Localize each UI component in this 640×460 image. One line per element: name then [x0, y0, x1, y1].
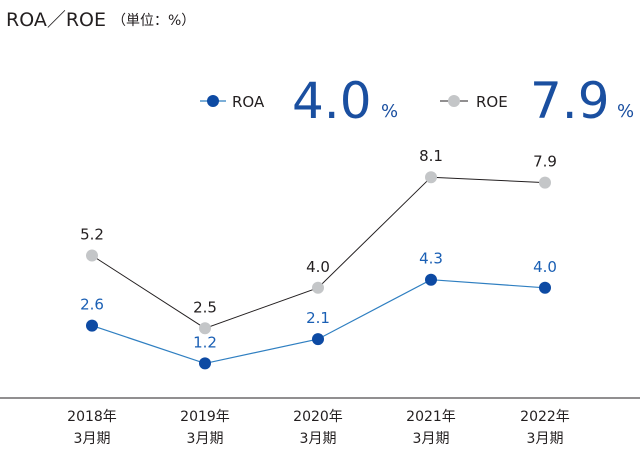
roe-point-3	[425, 171, 437, 184]
legend-roe-label: ROE	[476, 93, 508, 111]
roe-point-4	[539, 176, 551, 189]
chart-unit: （単位：%）	[112, 13, 195, 29]
roe-highlight-unit: %	[617, 101, 634, 122]
x-tick-period-4: 3月期	[527, 431, 564, 447]
roa-highlight-value: 4.0	[292, 72, 372, 130]
x-tick-period-0: 3月期	[74, 431, 111, 447]
x-tick-period-3: 3月期	[413, 431, 450, 447]
roa-point-0	[86, 319, 98, 332]
x-tick-year-3: 2021年	[406, 409, 456, 425]
x-tick-year-1: 2019年	[180, 409, 230, 425]
roa-highlight-unit: %	[381, 101, 398, 122]
roe-highlight-value: 7.9	[530, 72, 610, 130]
x-tick-period-1: 3月期	[187, 431, 224, 447]
legend-roa: ROA 4.0 %	[200, 72, 398, 130]
x-tick-year-4: 2022年	[520, 409, 570, 425]
roe-series-line	[91, 176, 546, 329]
legend-roa-label: ROA	[232, 93, 265, 111]
roa-points	[86, 273, 551, 370]
roa-data-label-4: 4.0	[533, 258, 557, 276]
roe-data-label-3: 8.1	[419, 147, 443, 165]
roa-data-label-0: 2.6	[80, 296, 104, 314]
roa-point-1	[199, 357, 211, 370]
legend-roa-marker	[207, 95, 219, 107]
roa-data-label-2: 2.1	[306, 309, 330, 327]
legend-roe: ROE 7.9 %	[440, 72, 634, 130]
roa-data-label-3: 4.3	[419, 250, 443, 268]
roe-points	[86, 171, 551, 335]
legend-roe-marker	[448, 95, 460, 107]
roe-data-label-4: 7.9	[533, 153, 557, 171]
roa-point-3	[425, 273, 437, 286]
chart-title: ROA／ROE	[6, 9, 106, 31]
roa-point-4	[539, 281, 551, 294]
x-tick-year-0: 2018年	[67, 409, 117, 425]
roe-data-label-1: 2.5	[193, 298, 217, 316]
roa-point-2	[312, 333, 324, 346]
roe-point-2	[312, 281, 324, 294]
x-tick-year-2: 2020年	[293, 409, 343, 425]
roe-data-labels: 5.2 2.5 4.0 8.1 7.9	[80, 147, 557, 316]
roe-data-label-2: 4.0	[306, 258, 330, 276]
roe-point-1	[199, 322, 211, 335]
x-tick-period-2: 3月期	[300, 431, 337, 447]
roa-data-label-1: 1.2	[193, 333, 217, 351]
x-tick-labels: 2018年 3月期 2019年 3月期 2020年 3月期 2021年 3月期 2022年 3月期	[67, 409, 570, 447]
roa-data-labels: 2.6 1.2 2.1 4.3 4.0	[80, 250, 557, 352]
roe-point-0	[86, 249, 98, 262]
roe-data-label-0: 5.2	[80, 226, 104, 244]
